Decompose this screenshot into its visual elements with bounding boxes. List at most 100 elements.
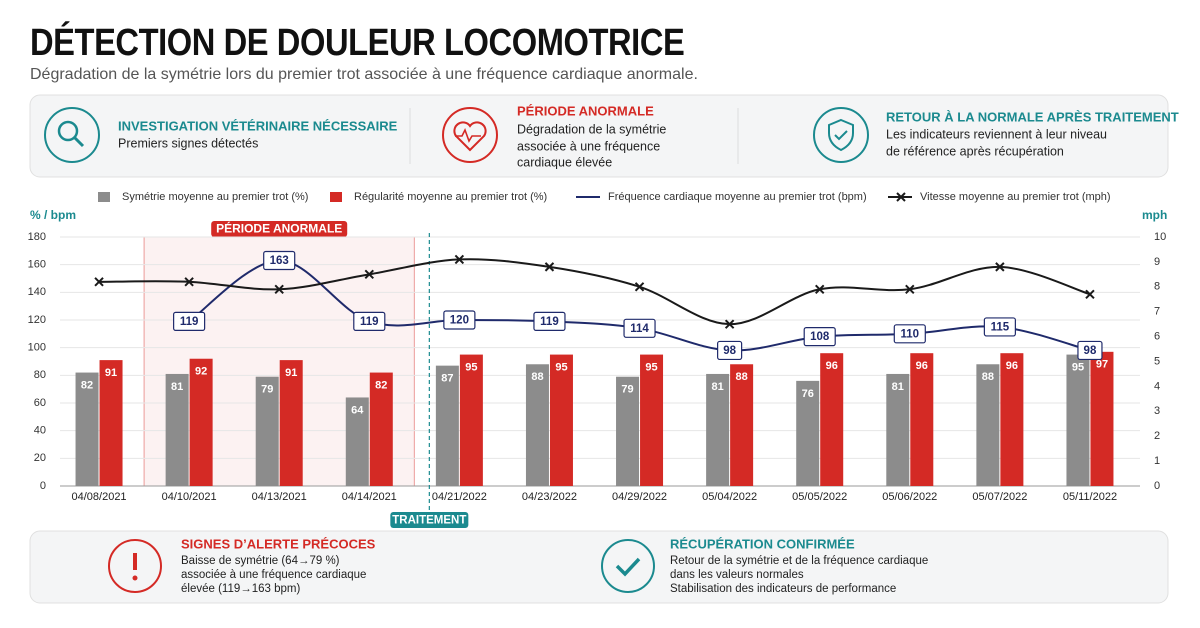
treatment-label: TRAITEMENT <box>392 515 466 527</box>
bar-value-label: 96 <box>1006 360 1018 372</box>
x-tick-label: 05/07/2022 <box>972 491 1027 503</box>
marker-cross <box>724 319 735 329</box>
bar <box>549 354 573 486</box>
card-text: dans les valeurs normales <box>670 569 804 581</box>
subtitle: Dégradation de la symétrie lors du premi… <box>30 66 698 83</box>
line-marker <box>94 277 104 287</box>
icon <box>108 539 162 593</box>
line-label-box <box>443 310 476 330</box>
legend-swatch <box>98 192 110 202</box>
line <box>99 258 1091 326</box>
bar <box>435 365 459 486</box>
y2-tick-label: 2 <box>1154 430 1160 442</box>
marker-cross <box>905 284 915 294</box>
card-title: PÉRIODE ANORMALE <box>517 103 654 118</box>
card-text: Baisse de symétrie (64→79 %) <box>181 555 340 567</box>
card-title: INVESTIGATION VÉTÉRINAIRE NÉCESSAIRE <box>118 118 398 133</box>
legend-label: Vitesse moyenne au premier trot (mph) <box>920 191 1111 203</box>
bar-value-label: 95 <box>645 361 657 373</box>
line-value-label: 108 <box>810 331 830 343</box>
bar <box>1066 354 1090 486</box>
bar <box>796 380 820 486</box>
y2-tick-label: 5 <box>1154 355 1160 367</box>
bar-value-label: 79 <box>621 384 633 396</box>
bar <box>279 360 303 486</box>
card-text: cardiaque élevée <box>517 155 612 169</box>
line-marker <box>454 254 465 265</box>
bar <box>369 372 393 486</box>
marker-cross <box>815 284 825 294</box>
bar <box>820 353 844 486</box>
bar <box>99 360 123 486</box>
line-value-label: 163 <box>270 255 289 267</box>
bar-value-label: 82 <box>375 379 387 391</box>
x-tick-label: 04/08/2021 <box>72 491 127 503</box>
y2-tick-label: 7 <box>1154 306 1160 318</box>
line-marker <box>634 282 645 292</box>
highlight-region <box>143 236 415 487</box>
icon <box>601 539 655 593</box>
line-value-label: 119 <box>180 316 199 328</box>
bar <box>730 364 754 486</box>
legend-label: Fréquence cardiaque moyenne au premier t… <box>608 191 867 203</box>
x-tick-label: 04/10/2021 <box>162 491 217 503</box>
y-tick-label: 140 <box>28 286 46 298</box>
marker-cross <box>1085 289 1095 299</box>
x-tick-label: 04/21/2022 <box>432 491 487 503</box>
bar-value-label: 95 <box>1072 361 1084 373</box>
card-text: Stabilisation des indicateurs de perform… <box>670 583 896 595</box>
info-panel <box>29 94 1169 178</box>
line-label-box <box>893 324 926 344</box>
card-title: RETOUR À LA NORMALE APRÈS TRAITEMENT <box>886 109 1179 124</box>
y2-tick-label: 6 <box>1154 331 1160 343</box>
x-tick-label: 04/29/2022 <box>612 491 667 503</box>
y-axis-label: % / bpm <box>30 208 76 222</box>
y2-tick-label: 1 <box>1154 455 1160 467</box>
y2-tick-label: 9 <box>1154 256 1160 268</box>
bar-value-label: 92 <box>195 366 207 378</box>
legend-label: Symétrie moyenne au premier trot (%) <box>122 191 308 203</box>
y2-tick-label: 3 <box>1154 405 1160 417</box>
bar <box>525 364 549 486</box>
x-tick-label: 04/14/2021 <box>342 491 397 503</box>
marker-cross <box>454 254 465 265</box>
line-value-label: 115 <box>991 321 1010 333</box>
bar <box>459 354 483 486</box>
x-tick-label: 04/23/2022 <box>522 491 577 503</box>
x-tick-label: 05/06/2022 <box>882 491 937 503</box>
y-tick-label: 100 <box>28 342 46 354</box>
marker-cross <box>184 277 194 287</box>
bar <box>255 376 279 486</box>
marker-cross <box>364 269 374 280</box>
bar-value-label: 88 <box>531 371 543 383</box>
x-tick-label: 05/04/2022 <box>702 491 757 503</box>
bar-value-label: 95 <box>555 361 567 373</box>
line-marker <box>364 269 374 280</box>
bar-value-label: 81 <box>171 381 183 393</box>
legend-label: Régularité moyenne au premier trot (%) <box>354 191 547 203</box>
bar-value-label: 95 <box>465 361 477 373</box>
legend-marker <box>896 192 906 202</box>
bar <box>189 358 213 486</box>
line-label-box <box>983 317 1016 337</box>
y2-tick-label: 4 <box>1154 380 1160 392</box>
bar-value-label: 88 <box>982 371 994 383</box>
bar <box>75 372 99 486</box>
y-tick-label: 60 <box>34 397 46 409</box>
bar-value-label: 97 <box>1096 359 1108 371</box>
line-value-label: 110 <box>901 328 920 340</box>
bar-value-label: 96 <box>916 360 928 372</box>
y-tick-label: 80 <box>34 369 46 381</box>
line-marker <box>184 277 194 287</box>
bar-value-label: 79 <box>261 384 273 396</box>
line-label-box <box>803 327 836 347</box>
line-value-label: 98 <box>1084 345 1097 357</box>
y2-tick-label: 0 <box>1154 480 1160 492</box>
bar-value-label: 87 <box>441 373 453 385</box>
bar <box>706 373 730 486</box>
bar <box>640 354 664 486</box>
y-tick-label: 0 <box>40 480 46 492</box>
highlight-label: PÉRIODE ANORMALE <box>216 221 342 236</box>
